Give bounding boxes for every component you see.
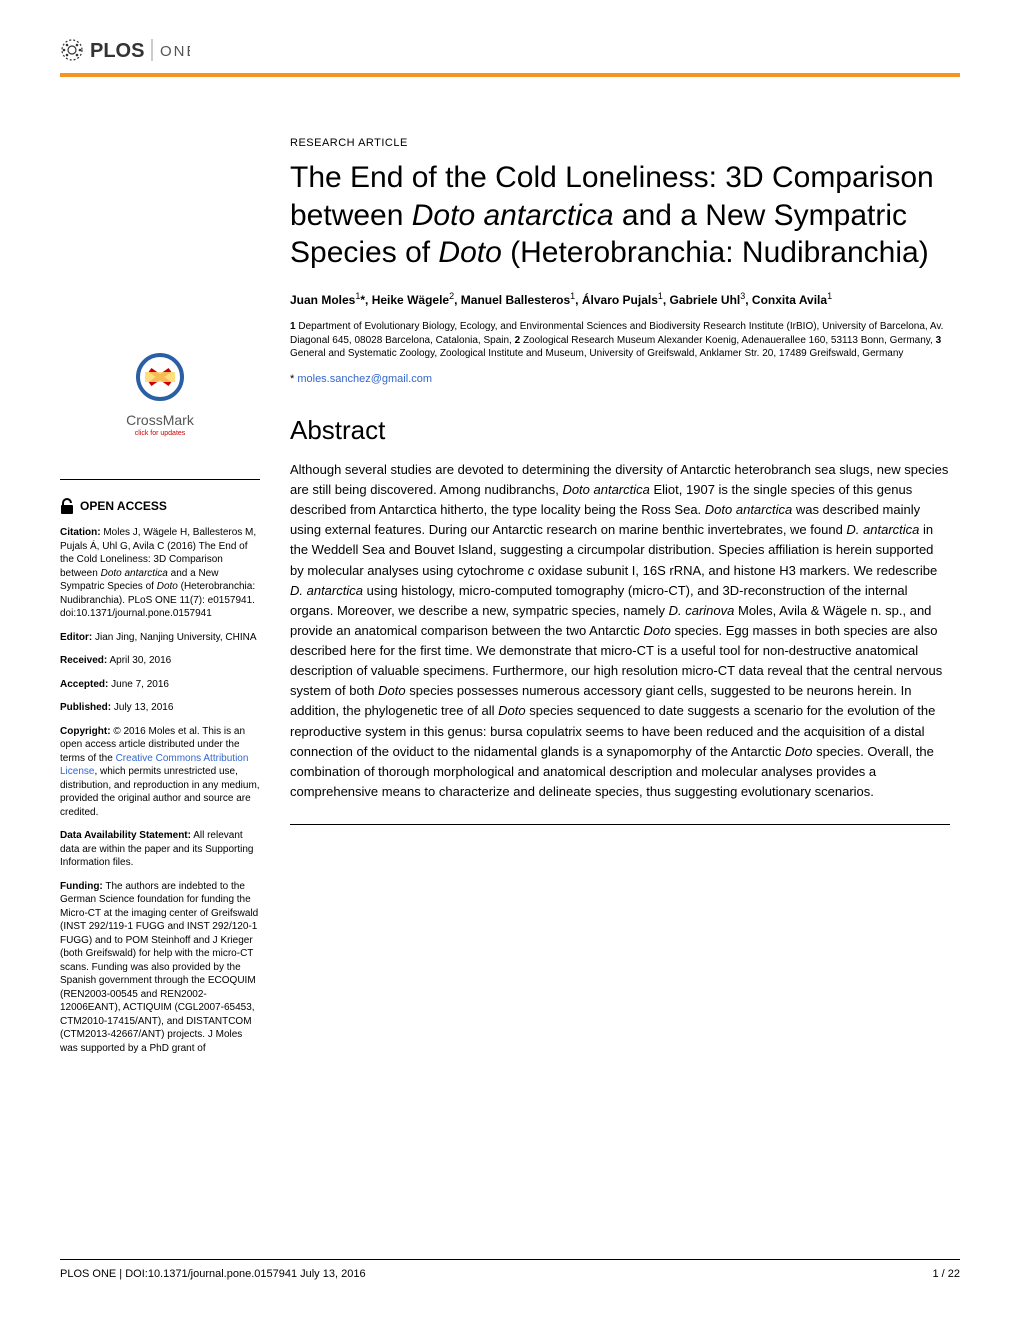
article-title: The End of the Cold Loneliness: 3D Compa… [290, 159, 950, 272]
copyright-label: Copyright: [60, 726, 111, 737]
abstract-italic: Doto antarctica [562, 482, 649, 497]
abstract-italic: Doto [785, 744, 812, 759]
svg-text:ONE: ONE [160, 43, 190, 60]
received-block: Received: April 30, 2016 [60, 654, 260, 668]
page-footer: PLOS ONE | DOI:10.1371/journal.pone.0157… [60, 1259, 960, 1280]
abstract-text: oxidase subunit I, 16S rRNA, and histone… [534, 563, 937, 578]
article-type: RESEARCH ARTICLE [290, 137, 950, 149]
title-text: (Heterobranchia: Nudibranchia) [502, 236, 929, 269]
crossmark-icon [135, 352, 185, 402]
funding-block: Funding: The authors are indebted to the… [60, 880, 260, 1056]
abstract-italic: Doto antarctica [705, 502, 792, 517]
editor-label: Editor: [60, 632, 92, 643]
open-access-label: OPEN ACCESS [80, 498, 167, 514]
abstract-italic: Doto [498, 703, 525, 718]
abstract-heading: Abstract [290, 415, 950, 446]
crossmark-label: CrossMark [60, 411, 260, 430]
footer-page-number: 1 / 22 [932, 1268, 960, 1280]
abstract-italic: D. antarctica [290, 583, 363, 598]
abstract-italic: Doto [643, 623, 670, 638]
citation-italic: Doto [157, 581, 178, 592]
open-lock-icon [60, 498, 74, 514]
copyright-block: Copyright: © 2016 Moles et al. This is a… [60, 725, 260, 820]
received-text: April 30, 2016 [107, 655, 171, 666]
data-availability-block: Data Availability Statement: All relevan… [60, 829, 260, 870]
abstract-body: Although several studies are devoted to … [290, 460, 950, 802]
footer-doi: PLOS ONE | DOI:10.1371/journal.pone.0157… [60, 1268, 366, 1280]
svg-text:PLOS: PLOS [90, 40, 144, 62]
accent-bar [60, 73, 960, 77]
published-label: Published: [60, 702, 111, 713]
open-access-badge: OPEN ACCESS [60, 498, 260, 514]
data-label: Data Availability Statement: [60, 830, 191, 841]
citation-label: Citation: [60, 527, 101, 538]
affiliations: 1 Department of Evolutionary Biology, Ec… [290, 320, 950, 361]
sidebar-divider [60, 479, 260, 480]
published-text: July 13, 2016 [111, 702, 173, 713]
journal-header: PLOS ONE [60, 35, 960, 65]
abstract-italic: Doto [378, 683, 405, 698]
citation-block: Citation: Moles J, Wägele H, Ballesteros… [60, 526, 260, 621]
funding-label: Funding: [60, 881, 103, 892]
accepted-block: Accepted: June 7, 2016 [60, 678, 260, 692]
published-block: Published: July 13, 2016 [60, 701, 260, 715]
abstract-italic: D. antarctica [846, 522, 919, 537]
title-italic: Doto [438, 236, 501, 269]
main-content: RESEARCH ARTICLE The End of the Cold Lon… [290, 137, 960, 1065]
abstract-italic: D. carinova [669, 603, 735, 618]
crossmark-sub: click for updates [60, 429, 260, 438]
editor-text: Jian Jing, Nanjing University, CHINA [92, 632, 256, 643]
crossmark-badge[interactable]: CrossMark click for updates [60, 352, 260, 439]
abstract-divider [290, 824, 950, 825]
editor-block: Editor: Jian Jing, Nanjing University, C… [60, 631, 260, 645]
accepted-label: Accepted: [60, 679, 108, 690]
received-label: Received: [60, 655, 107, 666]
sidebar: CrossMark click for updates OPEN ACCESS … [60, 137, 260, 1065]
author-list: Juan Moles1*, Heike Wägele2, Manuel Ball… [290, 290, 950, 309]
accepted-text: June 7, 2016 [108, 679, 169, 690]
funding-text: The authors are indebted to the German S… [60, 881, 258, 1054]
citation-italic: Doto antarctica [101, 568, 168, 579]
corresponding-email-link[interactable]: moles.sanchez@gmail.com [297, 373, 432, 385]
corresponding-author: * moles.sanchez@gmail.com [290, 373, 950, 385]
title-italic: Doto antarctica [412, 199, 614, 232]
plos-logo-icon: PLOS ONE [60, 35, 190, 65]
